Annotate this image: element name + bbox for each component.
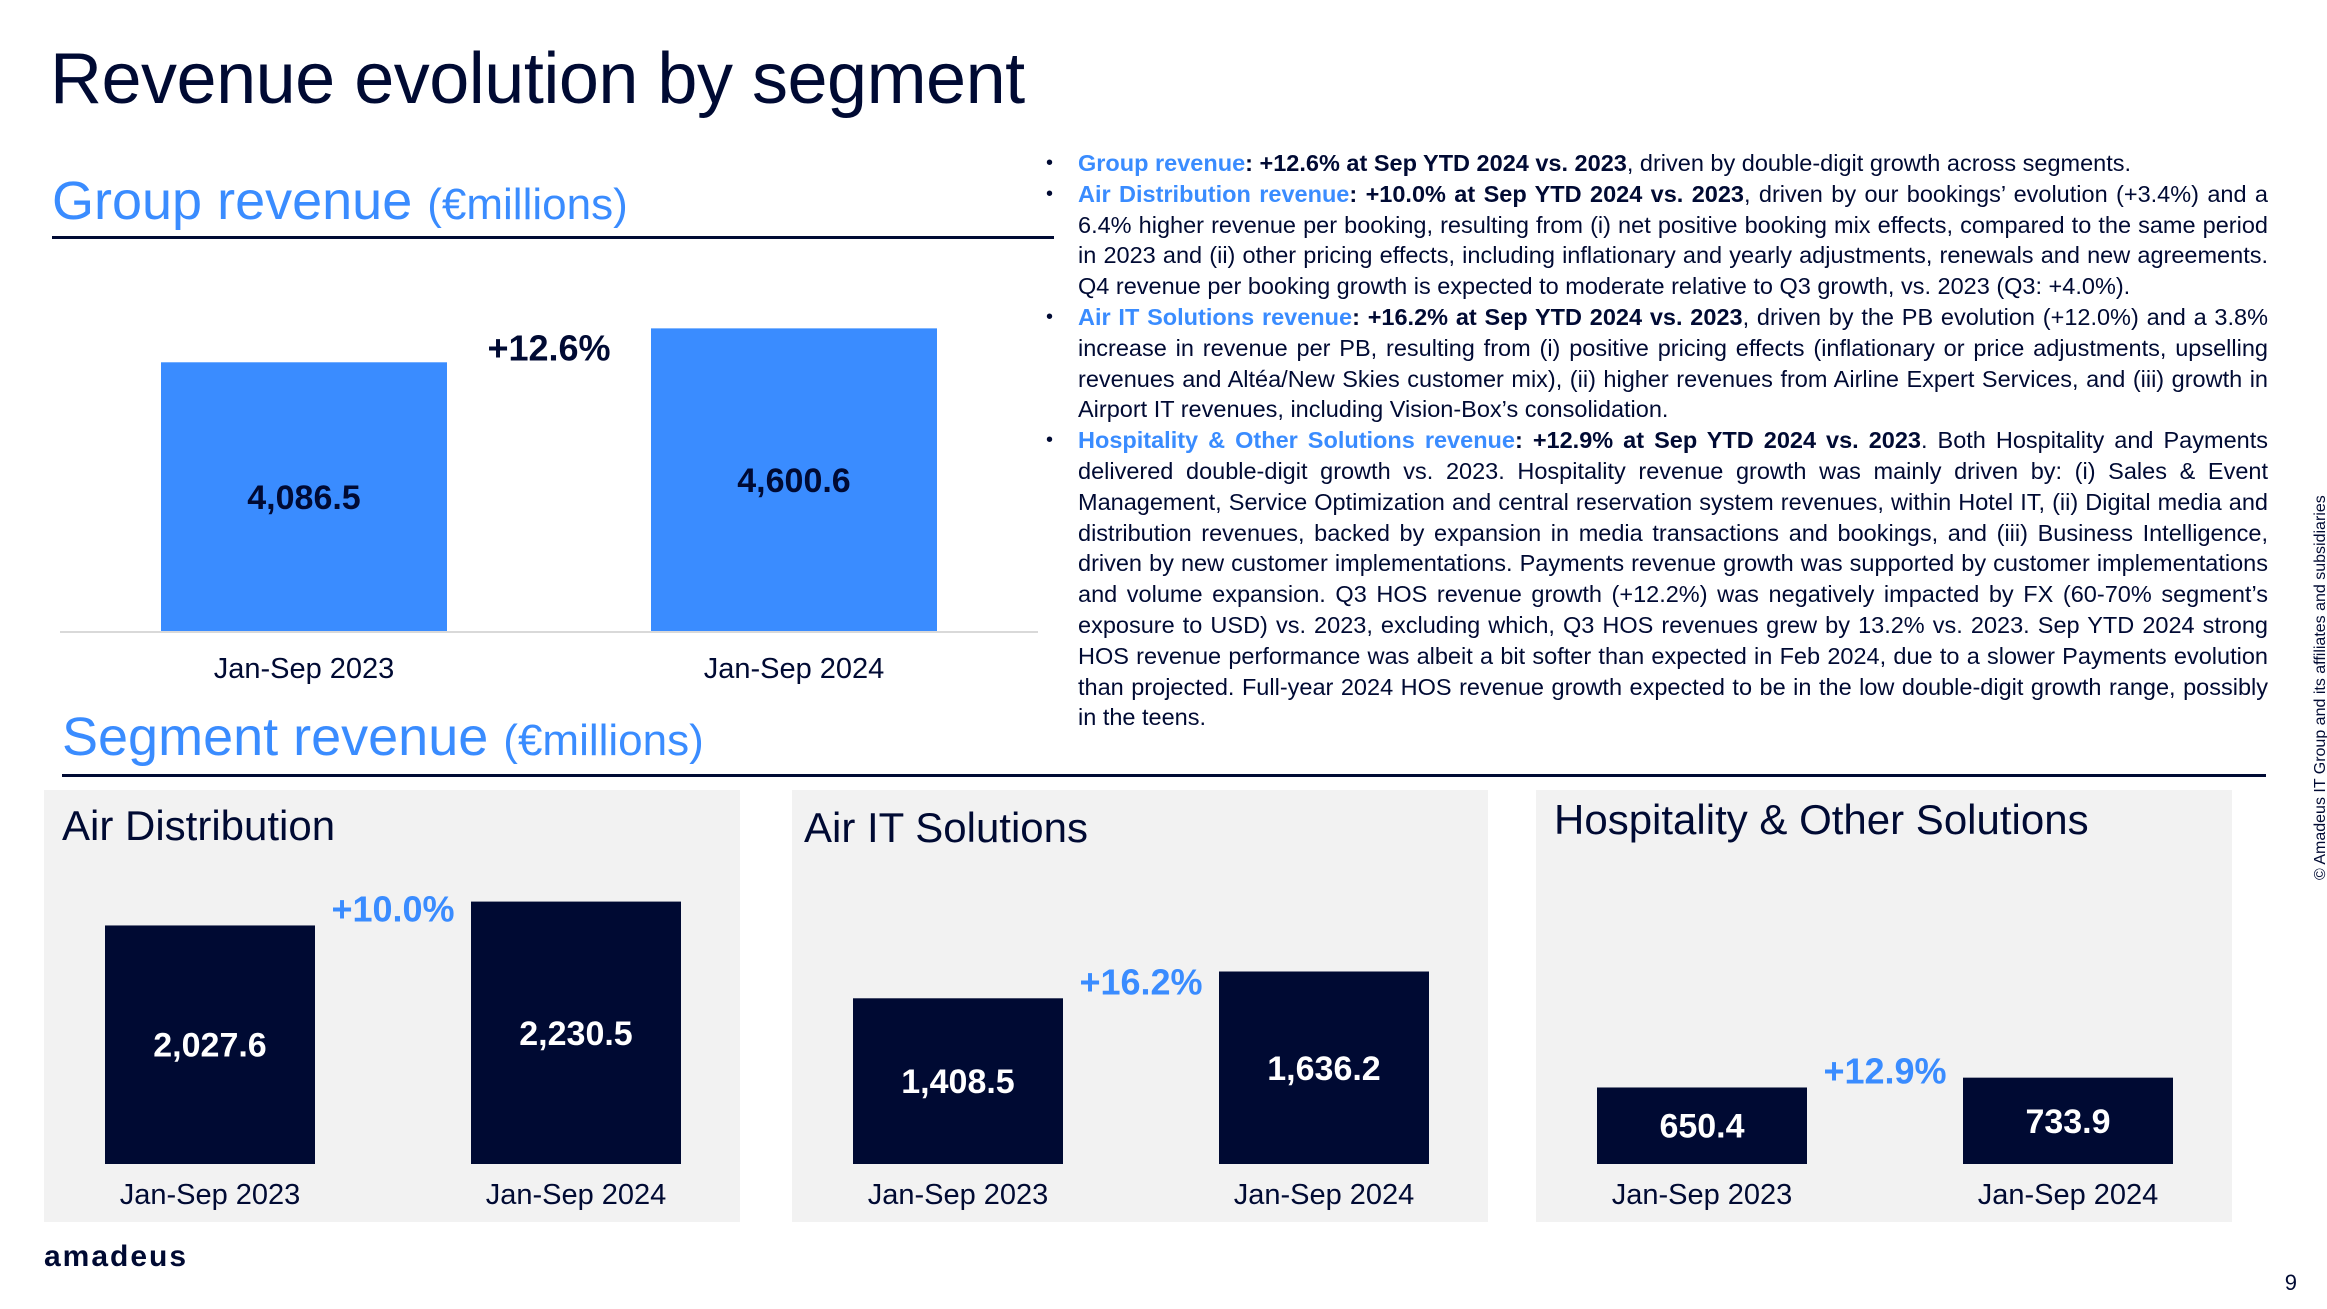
- bar-air_it_solutions-0: [853, 998, 1063, 1164]
- category-label-air_it_solutions-0: Jan-Sep 2023: [868, 1179, 1049, 1211]
- bar-hospitality_other-1: [1963, 1077, 2173, 1164]
- category-label-air_distribution-1: Jan-Sep 2024: [486, 1179, 667, 1211]
- category-label-hospitality_other-0: Jan-Sep 2023: [1612, 1179, 1793, 1211]
- bar-air_distribution-0: [105, 925, 315, 1164]
- panel-hospitality: Hospitality & Other Solutions 650.4 Jan-S…: [1536, 790, 2232, 1222]
- segment-revenue-rule: [62, 774, 2266, 777]
- panel-title-air-it: Air IT Solutions: [804, 804, 1089, 851]
- panel-title-hospitality: Hospitality & Other Solutions: [1554, 796, 2089, 843]
- panel-air-distribution: Air Distribution 2,027.6 Jan-Sep 2023 2,23…: [44, 790, 740, 1222]
- air-it-solutions-chart: 1,408.5 Jan-Sep 2023 1,636.2 Jan-Sep 2024 +1…: [853, 961, 1429, 1211]
- bullet-group-revenue: Group revenue: +12.6% at Sep YTD 2024 vs…: [1046, 148, 2268, 179]
- group-revenue-title: Group revenue: [52, 171, 413, 231]
- group-revenue-chart: 4,086.5 Jan-Sep 2023 4,600.6 Jan-Sep 2024 +1…: [60, 327, 1038, 685]
- panel-title-air-distribution: Air Distribution: [62, 802, 336, 849]
- bar-group-0: [161, 362, 447, 632]
- segment-revenue-heading: Segment revenue (€millions): [62, 706, 704, 768]
- bullet-hospitality: Hospitality & Other Solutions revenue: +…: [1046, 425, 2268, 733]
- bar-value-label-air_it_solutions-0: 1,408.5: [901, 1063, 1014, 1101]
- hospitality-chart: 650.4 Jan-Sep 2023 733.9 Jan-Sep 2024 +12.9%: [1597, 1050, 2173, 1211]
- bar-value-label-group-0: 4,086.5: [247, 479, 360, 517]
- growth-label-group: +12.6%: [487, 327, 610, 368]
- group-revenue-rule: [52, 236, 1054, 239]
- growth-label-hospitality_other: +12.9%: [1823, 1050, 1946, 1091]
- page-title: Revenue evolution by segment: [50, 39, 1025, 119]
- category-label-group-0: Jan-Sep 2023: [214, 653, 395, 685]
- page-number: 9: [2284, 1270, 2297, 1295]
- segment-revenue-unit: (€millions): [503, 716, 704, 765]
- bar-value-label-group-1: 4,600.6: [737, 462, 850, 500]
- commentary-bullets: Group revenue: +12.6% at Sep YTD 2024 vs…: [1046, 148, 2268, 733]
- bar-value-label-air_it_solutions-1: 1,636.2: [1267, 1050, 1380, 1088]
- growth-label-air_it_solutions: +16.2%: [1079, 961, 1202, 1002]
- bar-air_it_solutions-1: [1219, 971, 1429, 1164]
- bar-value-label-hospitality_other-0: 650.4: [1659, 1108, 1744, 1146]
- bar-air_distribution-1: [471, 901, 681, 1164]
- bar-value-label-air_distribution-0: 2,027.6: [153, 1027, 266, 1065]
- copyright-notice: © Amadeus IT Group and its affiliates an…: [2312, 495, 2327, 880]
- category-label-air_it_solutions-1: Jan-Sep 2024: [1234, 1179, 1415, 1211]
- bar-value-label-hospitality_other-1: 733.9: [2025, 1103, 2110, 1141]
- bar-group-1: [651, 328, 937, 632]
- group-revenue-heading: Group revenue (€millions): [52, 170, 628, 232]
- bar-hospitality_other-0: [1597, 1087, 1807, 1164]
- panel-air-it-solutions: Air IT Solutions 1,408.5 Jan-Sep 2023 1,63…: [792, 790, 1488, 1222]
- category-label-group-1: Jan-Sep 2024: [704, 653, 885, 685]
- segment-revenue-title: Segment revenue: [62, 707, 489, 767]
- category-label-hospitality_other-1: Jan-Sep 2024: [1978, 1179, 2159, 1211]
- group-revenue-unit: (€millions): [427, 180, 628, 229]
- bar-value-label-air_distribution-1: 2,230.5: [519, 1015, 632, 1053]
- air-distribution-chart: 2,027.6 Jan-Sep 2023 2,230.5 Jan-Sep 2024 +1…: [105, 888, 681, 1211]
- bullet-air-it-solutions: Air IT Solutions revenue: +16.2% at Sep …: [1046, 302, 2268, 425]
- bullet-air-distribution: Air Distribution revenue: +10.0% at Sep …: [1046, 179, 2268, 302]
- amadeus-logo: amadeus: [44, 1240, 189, 1273]
- category-label-air_distribution-0: Jan-Sep 2023: [120, 1179, 301, 1211]
- growth-label-air_distribution: +10.0%: [331, 888, 454, 929]
